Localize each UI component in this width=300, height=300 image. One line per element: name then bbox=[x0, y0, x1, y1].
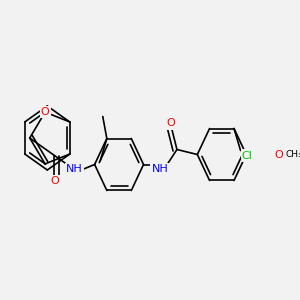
Text: CH₃: CH₃ bbox=[285, 150, 300, 159]
Text: NH: NH bbox=[66, 164, 83, 175]
Text: NH: NH bbox=[152, 164, 168, 175]
Text: O: O bbox=[41, 107, 50, 117]
Text: O: O bbox=[274, 149, 283, 160]
Text: Cl: Cl bbox=[242, 151, 253, 160]
Text: O: O bbox=[166, 118, 175, 128]
Text: O: O bbox=[50, 176, 59, 187]
